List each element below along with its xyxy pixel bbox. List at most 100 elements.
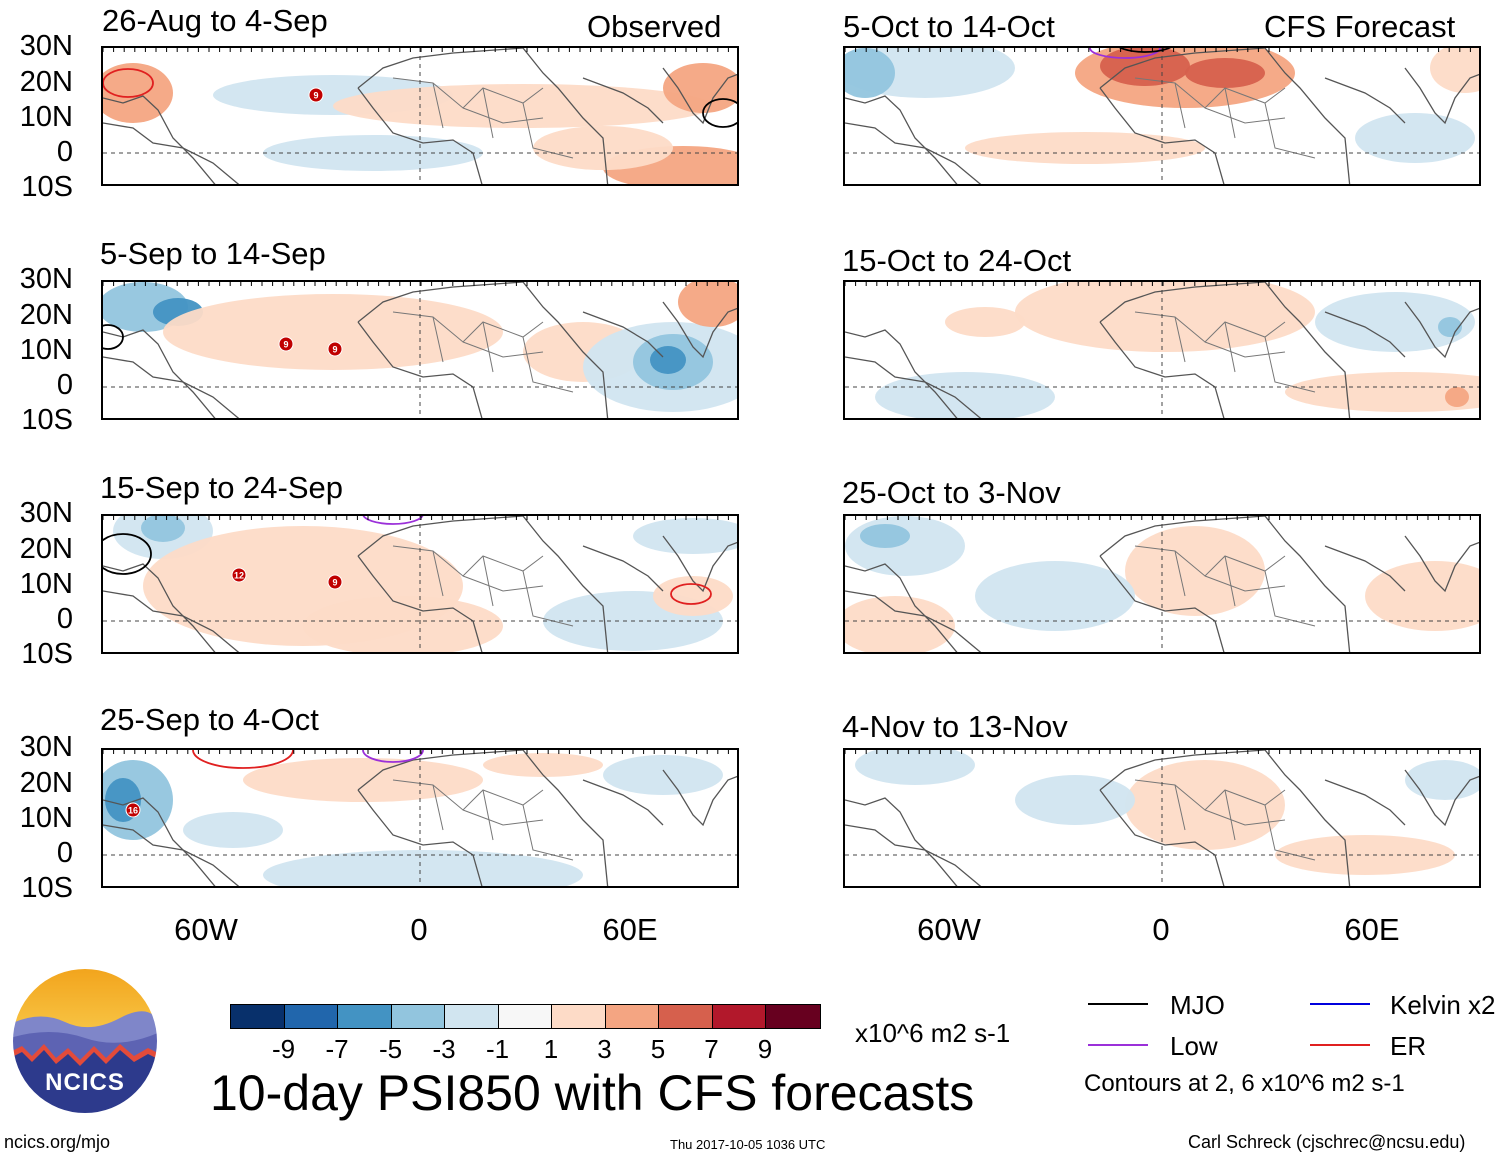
colorbar-swatch [338, 1005, 392, 1028]
lat-label: 10N [19, 101, 73, 133]
wave-contour [103, 533, 152, 575]
anomaly-shading [103, 63, 737, 184]
footer-timestamp: Thu 2017-10-05 1036 UTC [670, 1137, 826, 1152]
legend-label-kelvin: Kelvin x2 [1390, 990, 1496, 1020]
lat-label: 30N [19, 263, 73, 295]
anomaly-area [303, 596, 503, 652]
coastline [662, 535, 737, 593]
storm-marker-dot [308, 87, 324, 103]
map-panel-forecast-2 [843, 280, 1481, 420]
lon-label: 60W [174, 912, 238, 947]
wave-contour [192, 750, 294, 769]
map-canvas [845, 750, 1479, 886]
map-panel-forecast-1 [843, 46, 1481, 186]
anomaly-area [1125, 760, 1285, 850]
coastline [522, 48, 609, 184]
coastline [662, 67, 737, 125]
anomaly-area [243, 758, 483, 802]
country-border [1264, 804, 1316, 861]
storm-marker-dot [327, 574, 343, 590]
country-border [522, 804, 574, 861]
coastline [582, 779, 664, 826]
country-border [1134, 311, 1286, 343]
coastline [103, 356, 240, 418]
country-border [522, 102, 574, 159]
coastline [522, 750, 609, 886]
lon-label: 60W [917, 912, 981, 947]
coastline [1404, 535, 1479, 593]
anomaly-area [1015, 282, 1315, 352]
map-canvas: 16 [103, 750, 737, 886]
coastline [103, 797, 216, 886]
lon-label: 0 [410, 912, 428, 947]
panel-title: 4-Nov to 13-Nov [842, 709, 1068, 744]
country-border [432, 550, 444, 597]
country-border [392, 77, 544, 109]
country-border [1174, 784, 1186, 831]
colorbar-tick: -1 [485, 1034, 510, 1064]
coastline [662, 769, 737, 827]
coastline [1324, 545, 1406, 592]
anomaly-area [183, 812, 283, 848]
coastline [1099, 48, 1266, 89]
ncics-logo: NCICS [10, 966, 160, 1116]
tropical-cyclone-icon: 9 [308, 87, 324, 103]
lon-label: 60E [1344, 912, 1400, 947]
wave-contour [362, 516, 424, 525]
map-canvas [845, 48, 1479, 184]
storm-marker-label: 12 [234, 571, 244, 581]
anomaly-area [633, 518, 737, 554]
legend-label-mjo: MJO [1170, 990, 1225, 1020]
anomaly-area [1430, 48, 1479, 93]
tropical-cyclone-icon: 9 [327, 341, 343, 357]
coastline [582, 77, 664, 124]
anomaly-area [678, 282, 737, 327]
colorbar-swatch [766, 1005, 820, 1028]
panel-title: 5-Oct to 14-Oct [843, 9, 1055, 44]
lat-label: 10S [21, 404, 73, 436]
country-border [1204, 575, 1286, 592]
lat-label: 20N [19, 66, 73, 98]
anomaly-area [1285, 372, 1479, 412]
colorbar-tick: -7 [325, 1034, 349, 1064]
anomaly-area [1185, 58, 1265, 88]
colorbar-swatch [231, 1005, 285, 1028]
coastline [845, 95, 958, 184]
country-border [1174, 316, 1186, 363]
anomaly-shading [845, 516, 1479, 652]
country-border [462, 809, 544, 826]
country-border [432, 82, 444, 129]
country-border [1174, 550, 1186, 597]
coastline [357, 750, 524, 791]
lat-label: 0 [56, 136, 73, 168]
country-border [1134, 545, 1286, 577]
tropical-cyclone-icon: 16 [125, 802, 141, 818]
anomaly-area [845, 516, 965, 576]
colorbar-tick: -5 [378, 1034, 403, 1064]
anomaly-shading [103, 753, 723, 886]
map-canvas: 12 9 [103, 516, 737, 652]
anomaly-area [663, 63, 737, 113]
map-canvas [845, 516, 1479, 652]
coastline [1324, 779, 1406, 826]
colorbar [230, 1004, 821, 1029]
country-border [1264, 570, 1316, 627]
country-border [482, 87, 494, 139]
legend-line-er [1310, 1044, 1370, 1046]
coastline [103, 824, 240, 886]
lat-label: 0 [56, 603, 73, 635]
coastline [1264, 516, 1351, 652]
footer-url[interactable]: ncics.org/mjo [4, 1132, 111, 1152]
lat-label: 20N [19, 299, 73, 331]
country-border [392, 545, 544, 577]
country-border [482, 321, 494, 373]
footer-credit: Carl Schreck (cjschrec@ncsu.edu) [1188, 1132, 1466, 1152]
tropical-cyclone-icon: 9 [327, 574, 343, 590]
anomaly-area [945, 307, 1025, 337]
anomaly-area [333, 84, 713, 128]
anomaly-area [845, 596, 955, 652]
storm-marker-label: 9 [332, 578, 337, 588]
country-border [1224, 321, 1236, 373]
map-canvas: 9 [103, 48, 737, 184]
